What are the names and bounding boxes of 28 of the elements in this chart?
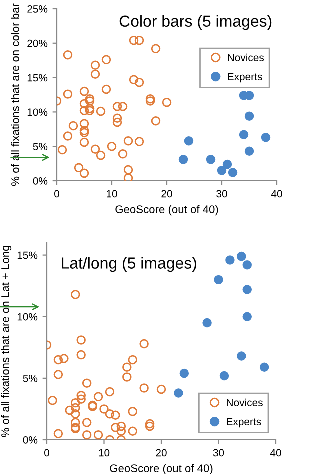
y-tick-label: 20% xyxy=(28,40,48,48)
x-tick-label: 20 xyxy=(162,190,172,198)
y-tick-label: 0% xyxy=(33,178,48,185)
x-tick-label: 40 xyxy=(271,190,282,198)
chart-title: Color bars (5 images) xyxy=(120,15,272,30)
y-axis-title: % of all fixations that are on Lat + Long xyxy=(1,246,12,438)
x-tick-label: 10 xyxy=(107,190,118,198)
legend-label: Experts xyxy=(227,418,262,428)
legend-label: Experts xyxy=(228,73,262,83)
x-tick-label: 30 xyxy=(216,190,228,198)
x-tick-label: 0 xyxy=(54,190,60,198)
y-tick-label: 5% xyxy=(33,143,48,150)
x-tick-label: 0 xyxy=(44,449,50,457)
x-tick-label: 30 xyxy=(213,449,224,457)
text: Lat/long (5 images) xyxy=(62,257,196,272)
y-tick-label: 0% xyxy=(23,436,38,444)
y-tick-label: 5% xyxy=(23,374,38,382)
y-tick-label: 10% xyxy=(28,108,48,116)
y-tick-label: 15% xyxy=(28,74,48,82)
y-tick-label: 10% xyxy=(18,313,38,321)
x-axis-title: GeoScore (out of 40) xyxy=(116,205,218,216)
x-tick-label: 40 xyxy=(270,449,282,457)
x-tick-label: 20 xyxy=(156,449,167,457)
x-tick-label: 10 xyxy=(99,449,110,457)
legend-label: Novices xyxy=(228,54,264,62)
y-tick-label: 25% xyxy=(28,6,48,13)
legend-label: Novices xyxy=(227,398,263,406)
y-tick-label: 15% xyxy=(18,252,38,260)
